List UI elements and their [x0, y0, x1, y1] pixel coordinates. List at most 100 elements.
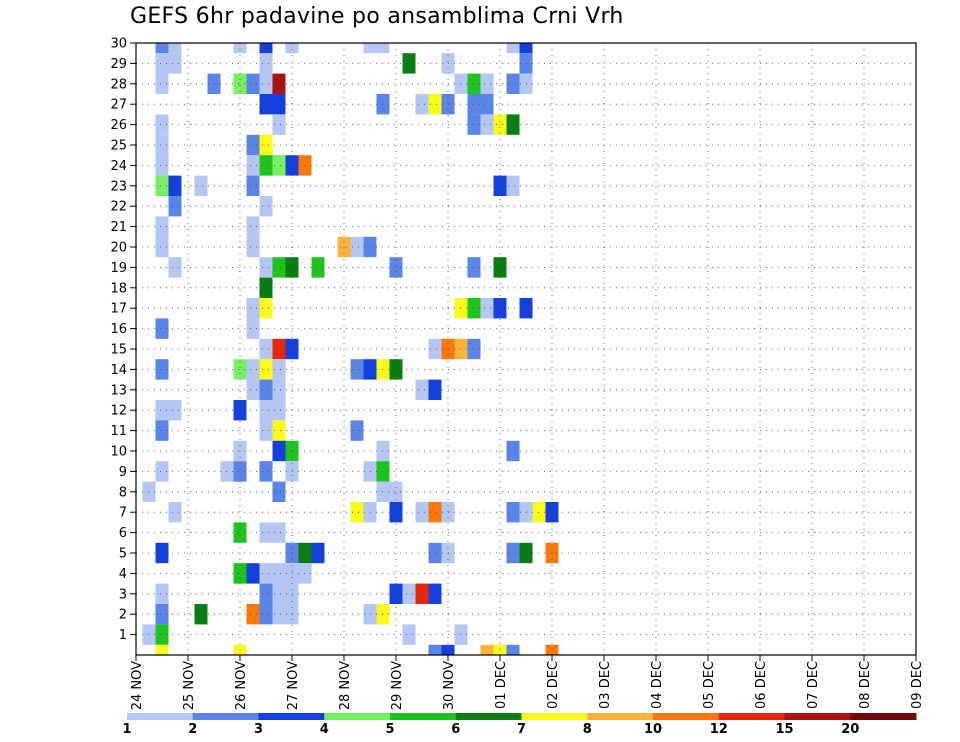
x-tick-label: 24 NOV: [130, 661, 145, 710]
heatmap-cell: [480, 644, 494, 655]
heatmap-cell: [493, 175, 507, 196]
legend-label: 2: [188, 722, 197, 737]
heatmap-cell: [272, 440, 286, 462]
y-tick-label: 8: [119, 485, 127, 500]
x-tick-label: 08 DEC: [858, 661, 873, 709]
legend-label: 1: [122, 722, 131, 737]
heatmap-cell: [467, 73, 481, 94]
heatmap-cell: [272, 94, 286, 115]
heatmap-cell: [194, 604, 208, 625]
heatmap-cell: [272, 338, 286, 360]
heatmap-cell: [350, 420, 364, 441]
heatmap-cell: [155, 43, 169, 54]
heatmap-cell: [155, 583, 169, 604]
heatmap-cell: [389, 583, 403, 604]
heatmap-cell: [272, 420, 286, 441]
heatmap-cell: [259, 196, 273, 217]
heatmap-cell: [259, 359, 273, 380]
heatmap-cell: [350, 236, 364, 258]
heatmap-cell: [467, 114, 481, 135]
heatmap-cell: [506, 43, 520, 54]
heatmap-cell: [428, 583, 442, 604]
legend-swatch: [258, 713, 325, 720]
y-tick-label: 11: [110, 424, 127, 439]
heatmap-cell: [389, 481, 403, 502]
heatmap-cell: [259, 53, 273, 74]
heatmap-cell: [259, 298, 273, 319]
heatmap-cell: [259, 73, 273, 94]
y-tick-label: 22: [110, 200, 127, 215]
heatmap-cell: [272, 114, 286, 135]
heatmap-cell: [467, 257, 481, 278]
legend-swatch: [850, 713, 917, 720]
heatmap-cell: [506, 114, 520, 135]
heatmap-cell: [155, 216, 169, 237]
x-tick-label: 25 NOV: [182, 661, 197, 710]
heatmap-cell: [259, 461, 273, 482]
y-tick-label: 20: [110, 241, 127, 256]
heatmap-cell: [246, 604, 260, 625]
heatmap-cell: [350, 359, 364, 380]
heatmap-cell: [155, 155, 169, 176]
heatmap-cell: [246, 155, 260, 176]
y-tick-label: 17: [110, 302, 127, 317]
x-tick-label: 05 DEC: [702, 661, 717, 709]
heatmap-cell: [415, 379, 429, 400]
x-axis: 24 NOV 25 NOV 26 NOV 27 NOV 28 NOV 29 NOV 30 N…: [130, 655, 925, 710]
heatmap-cell: [402, 53, 416, 74]
heatmap-cell: [467, 94, 481, 115]
heatmap-cell: [233, 461, 247, 482]
heatmap-cell: [168, 53, 182, 74]
heatmap-cell: [246, 318, 260, 339]
legend-label: 5: [385, 722, 394, 737]
legend-swatch: [653, 713, 720, 720]
y-tick-label: 29: [110, 57, 127, 72]
heatmap-cell: [415, 94, 429, 115]
legend-label: 3: [254, 722, 263, 737]
y-tick-label: 30: [110, 37, 127, 52]
heatmap-cell: [272, 359, 286, 380]
chart-title: GEFS 6hr padavine po ansamblima Crni Vrh: [130, 4, 624, 29]
heatmap-cell: [480, 94, 494, 115]
heatmap-cell: [259, 400, 273, 421]
heatmap-cell: [259, 563, 273, 584]
y-tick-label: 18: [110, 281, 127, 296]
heatmap-cell: [402, 624, 416, 645]
heatmap-cell: [168, 196, 182, 217]
legend-swatch: [192, 713, 259, 720]
x-tick-label: 29 NOV: [390, 661, 405, 710]
heatmap-cell: [506, 73, 520, 94]
heatmap-cell: [155, 461, 169, 482]
y-tick-label: 13: [110, 383, 127, 398]
x-tick-label: 09 DEC: [910, 661, 925, 709]
heatmap-cell: [415, 583, 429, 604]
heatmap-cell: [506, 175, 520, 196]
heatmap-cell: [428, 338, 442, 360]
heatmap-cell: [246, 73, 260, 94]
heatmap-cell: [272, 481, 286, 502]
heatmap-cell: [155, 175, 169, 196]
heatmap-cell: [376, 43, 390, 54]
x-tick-label: 07 DEC: [806, 661, 821, 709]
y-tick-label: 5: [119, 547, 127, 562]
heatmap-cell: [272, 563, 286, 584]
heatmap-cell: [155, 114, 169, 135]
heatmap-cell: [246, 134, 260, 156]
heatmap-cell: [259, 583, 273, 604]
heatmap-cell: [272, 257, 286, 278]
heatmap-cell: [493, 257, 507, 278]
heatmap-cell: [259, 43, 273, 54]
y-tick-label: 12: [110, 404, 127, 419]
legend-swatch: [324, 713, 391, 720]
y-tick-label: 6: [119, 526, 127, 541]
heatmap-cell: [428, 94, 442, 115]
y-tick-label: 10: [110, 445, 127, 460]
x-tick-label: 30 NOV: [442, 661, 457, 710]
heatmap-cell: [272, 604, 286, 625]
x-tick-label: 03 DEC: [598, 661, 613, 709]
heatmap-cell: [168, 43, 182, 54]
heatmap-cell: [246, 175, 260, 196]
heatmap-cell: [506, 542, 520, 564]
legend-label: 8: [583, 722, 592, 737]
